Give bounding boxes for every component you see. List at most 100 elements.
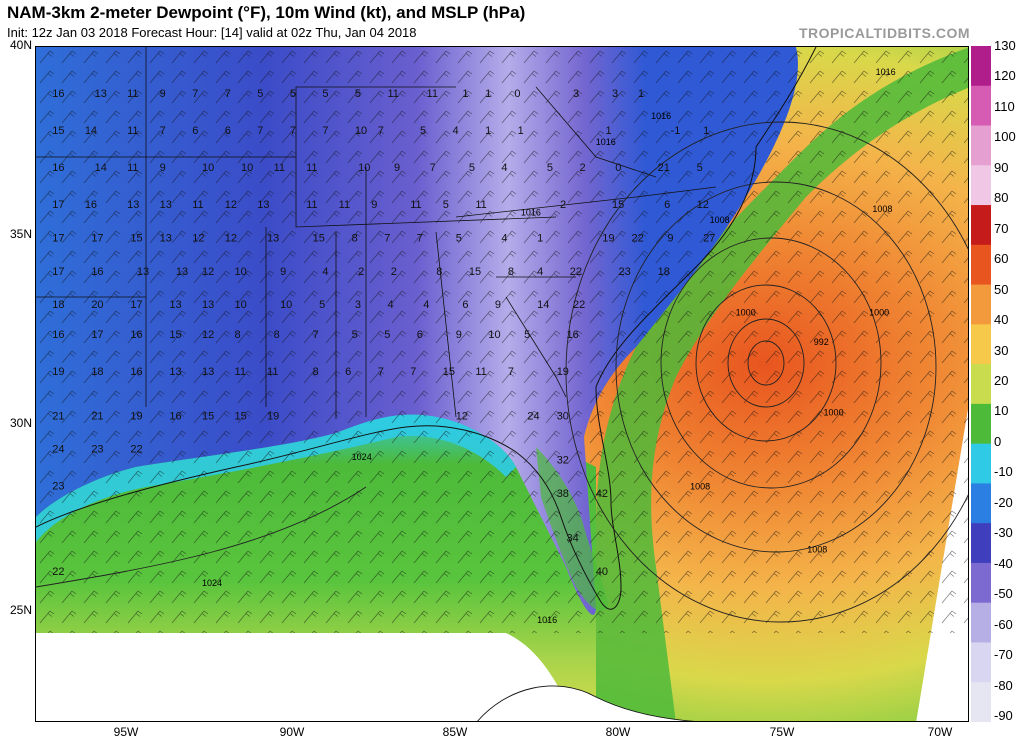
dewpoint-value: 40 <box>596 566 608 578</box>
dewpoint-value: 12 <box>202 329 214 341</box>
dewpoint-value: 1 <box>703 125 709 137</box>
isobar-label: 1024 <box>352 452 372 462</box>
map-canvas: 16 13 11 9 7 7 5 5 5 5 11 11 1 1 0 3 3 115 14 11 7 6 6 7 7 7 10 7 5 4… <box>36 47 968 721</box>
coastline <box>36 47 817 610</box>
colorbar-segment <box>971 244 991 286</box>
dewpoint-value: 5 <box>384 329 390 341</box>
dewpoint-value: 8 <box>313 366 319 378</box>
dewpoint-value: 12 <box>192 232 204 244</box>
colorbar-segment <box>971 642 991 683</box>
dewpoint-value: 2 <box>560 199 566 211</box>
dewpoint-value: 5 <box>322 88 328 100</box>
dewpoint-value: 7 <box>508 366 514 378</box>
dewpoint-value: 16 <box>169 410 181 422</box>
colorbar-segment <box>971 284 991 325</box>
dewpoint-value: 7 <box>160 125 166 137</box>
lon-label-90w: 90W <box>279 725 305 739</box>
colorbar-segment <box>971 125 991 166</box>
brand-logo-text: TROPICALTIDBITS.COM <box>798 25 970 41</box>
colorbar-tick-label: 20 <box>994 373 1009 388</box>
dewpoint-value: 11 <box>410 199 421 211</box>
colorbar-tick-label: -60 <box>994 616 1013 632</box>
dewpoint-value: 13 <box>202 366 214 378</box>
dewpoint-value: 9 <box>160 88 166 100</box>
dewpoint-value: 38 <box>557 488 569 500</box>
dewpoint-value: 4 <box>387 299 393 311</box>
dewpoint-value: 11 <box>306 199 317 211</box>
dewpoint-value: 22 <box>573 299 585 311</box>
dewpoint-value: 2 <box>358 266 364 278</box>
colorbar-segment <box>971 562 991 604</box>
isobar-label: 1016 <box>537 615 557 625</box>
colorbar-tick-label: -20 <box>994 494 1013 510</box>
dewpoint-value: 21 <box>658 162 670 174</box>
lat-label-30n: 30N <box>9 416 32 430</box>
dewpoint-value: 7 <box>417 232 423 244</box>
dewpoint-value: 12 <box>202 266 214 278</box>
colorbar-tick-label: -10 <box>994 464 1013 480</box>
dewpoint-value: 5 <box>456 232 462 244</box>
dewpoint-value: 9 <box>456 329 462 341</box>
dewpoint-value: 30 <box>557 410 569 422</box>
lon-label-70w: 70W <box>927 725 953 739</box>
dewpoint-value: 8 <box>508 266 514 278</box>
isobar-label: 1000 <box>869 308 889 318</box>
dewpoint-value: 9 <box>371 199 377 211</box>
dewpoint-value: 23 <box>619 266 631 278</box>
colorbar-segment <box>971 46 991 87</box>
dewpoint-value: 5 <box>547 162 553 174</box>
dewpoint-value: 19 <box>130 410 142 422</box>
colorbar-tick-label: -70 <box>994 647 1013 663</box>
colorbar-segment <box>971 403 991 445</box>
colorbar-segment <box>971 205 991 246</box>
dewpoint-value: 13 <box>202 299 214 311</box>
isobar-label: 1000 <box>824 408 844 418</box>
colorbar-tick-label: -90 <box>994 708 1013 723</box>
dewpoint-value: 5 <box>290 88 296 100</box>
dewpoint-value: 8 <box>274 329 280 341</box>
colorbar-tick-label: -30 <box>994 525 1013 541</box>
dewpoint-value: 13 <box>169 366 181 378</box>
dewpoint-value: 16 <box>52 88 64 100</box>
isobar-label: 1016 <box>521 208 541 218</box>
lat-label-35n: 35N <box>9 227 32 241</box>
dewpoint-value: 9 <box>280 266 286 278</box>
dewpoint-value: 12 <box>456 410 468 422</box>
dewpoint-value: 8 <box>235 329 241 341</box>
lat-label-40n: 40N <box>9 38 32 52</box>
colorbar-segment <box>971 324 991 365</box>
dewpoint-value: 13 <box>176 266 188 278</box>
dewpoint-value: 13 <box>95 88 107 100</box>
dewpoint-value: 10 <box>355 125 367 137</box>
dewpoint-value: 7 <box>378 366 384 378</box>
dewpoint-value: 15 <box>202 410 214 422</box>
dewpoint-value: 0 <box>615 162 621 174</box>
dewpoint-value: 14 <box>85 125 97 137</box>
dewpoint-value: 6 <box>345 366 351 378</box>
dewpoint-value: 16 <box>130 329 142 341</box>
dewpoint-value: 11 <box>339 199 350 211</box>
dewpoint-value: 7 <box>430 162 436 174</box>
dewpoint-value: 13 <box>169 299 181 311</box>
dewpoint-value: 3 <box>612 88 618 100</box>
colorbar-segment <box>971 85 991 127</box>
isobar-label: 1008 <box>690 482 710 492</box>
dewpoint-value: 17 <box>52 232 64 244</box>
dewpoint-value: 0 <box>514 88 520 100</box>
dewpoint-value: 12 <box>225 199 237 211</box>
colorbar-tick-label: -50 <box>994 586 1013 602</box>
dewpoint-value: 27 <box>703 232 715 244</box>
dewpoint-value: 4 <box>501 232 507 244</box>
colorbar-tick-label: 110 <box>994 98 1015 114</box>
dewpoint-value: 9 <box>160 162 166 174</box>
dewpoint-value: 1 <box>638 88 644 100</box>
dewpoint-value: 9 <box>667 232 673 244</box>
dewpoint-value: 15 <box>52 125 64 137</box>
dewpoint-value: 11 <box>387 88 398 100</box>
dewpoint-value: 6 <box>225 125 231 137</box>
dewpoint-value: 15 <box>443 366 455 378</box>
dewpoint-value: 7 <box>290 125 296 137</box>
lon-label-85w: 85W <box>442 725 468 739</box>
dewpoint-value: 5 <box>443 199 449 211</box>
dewpoint-value: 18 <box>52 299 64 311</box>
